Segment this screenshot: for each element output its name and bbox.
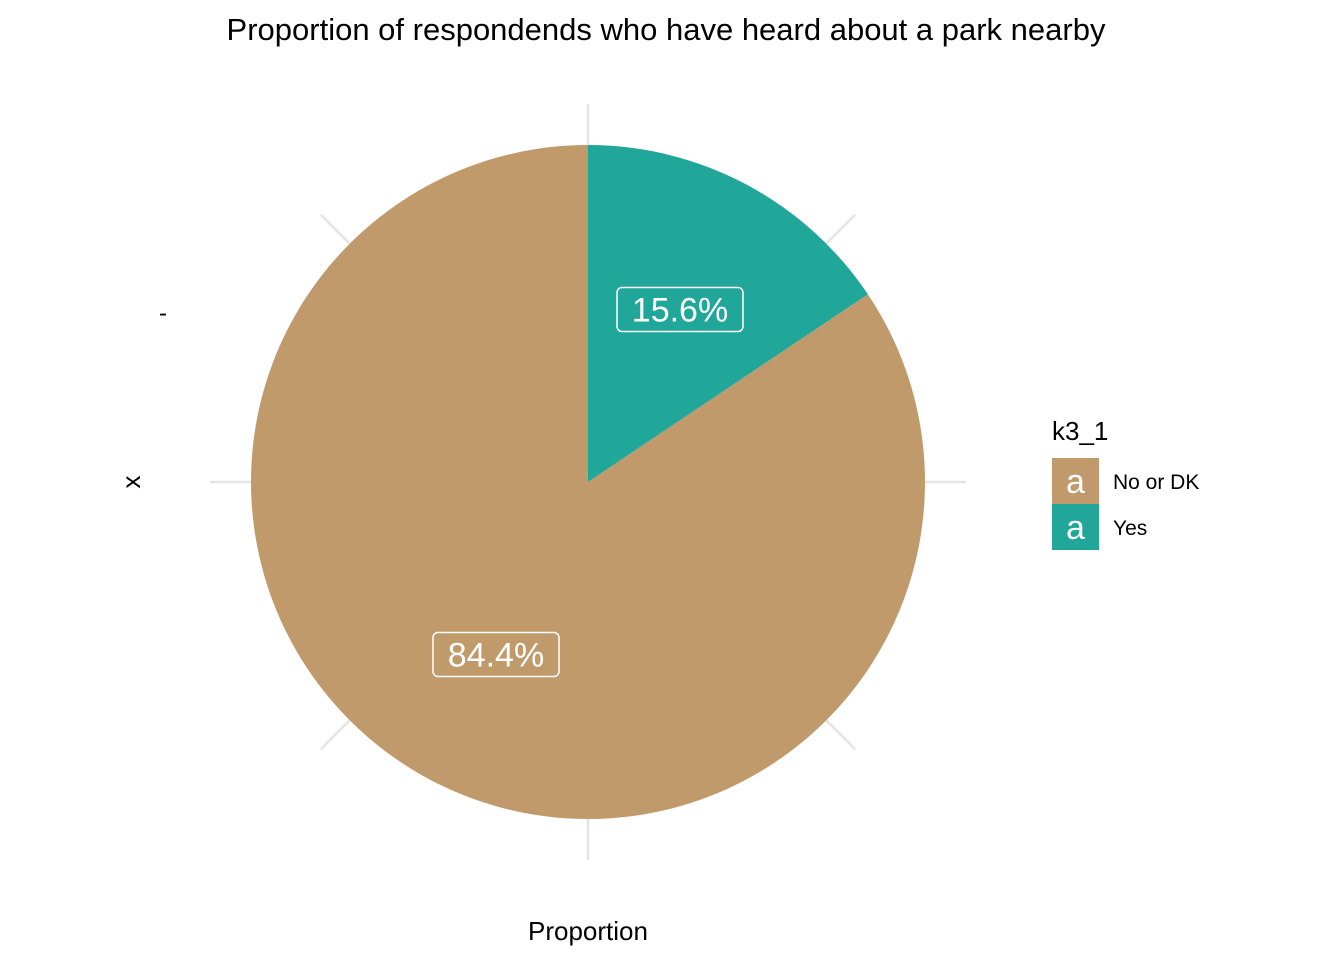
data-label-box <box>616 286 744 333</box>
legend: k3_1 a No or DK a Yes <box>1052 416 1199 550</box>
legend-key <box>1052 504 1099 550</box>
legend-label: Yes <box>1113 517 1147 540</box>
legend-key-glyph: a <box>1066 509 1085 547</box>
grid-spoke <box>319 717 353 751</box>
legend-title: k3_1 <box>1052 416 1108 446</box>
data-label-group: 15.6% <box>616 286 744 333</box>
pie-slice-no-or-dk <box>250 145 926 819</box>
data-labels: 15.6% 84.4% <box>432 286 744 678</box>
grid-lines <box>210 104 966 860</box>
grid-spoke <box>319 213 353 247</box>
y-axis-label: x <box>116 476 146 489</box>
x-axis-label: Proportion <box>528 916 648 946</box>
data-label-group: 84.4% <box>432 631 560 678</box>
pie-slices <box>250 145 926 819</box>
grid-spoke <box>823 717 857 751</box>
chart-title: Proportion of respondends who have heard… <box>227 12 1106 47</box>
legend-label: No or DK <box>1113 471 1199 494</box>
legend-entries: a No or DK a Yes <box>1052 458 1199 550</box>
legend-key <box>1052 458 1099 504</box>
legend-key-glyph: a <box>1066 463 1085 501</box>
data-label: 84.4% <box>448 636 544 674</box>
data-label: 15.6% <box>632 292 728 330</box>
data-label-box <box>432 631 560 678</box>
y-axis-tick-label: - <box>159 300 167 327</box>
grid-spoke <box>823 213 857 247</box>
